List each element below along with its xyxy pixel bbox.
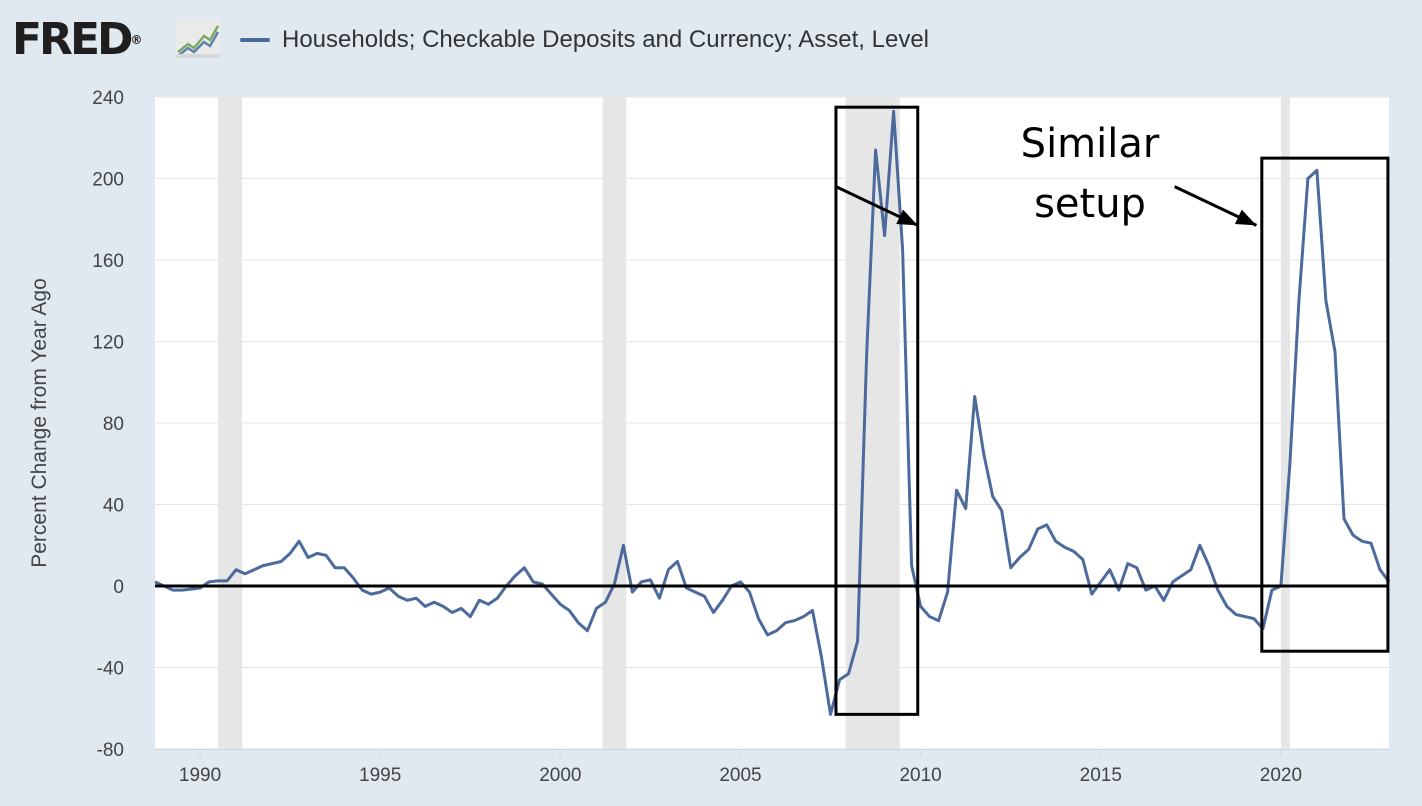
x-axis-ticks: 1990 1995 2000 2005 2010 2015 2020 — [179, 749, 1302, 786]
y-tick-label: 120 — [92, 333, 124, 354]
highlight-box-0 — [834, 105, 920, 716]
legend-swatch — [240, 38, 270, 42]
x-tick-label: 2015 — [1080, 765, 1122, 786]
fred-logo[interactable]: FRED® — [12, 12, 143, 68]
highlight-box-1 — [1260, 156, 1390, 653]
y-axis-ticks: 240 200 160 120 80 40 0 -40 -80 — [92, 88, 124, 761]
x-tick-label: 2000 — [539, 765, 581, 786]
legend-label: Households; Checkable Deposits and Curre… — [282, 26, 930, 53]
x-tick-label: 2005 — [719, 765, 761, 786]
series-layer — [154, 109, 1391, 716]
y-tick-label: -80 — [97, 740, 124, 761]
y-axis-label: Percent Change from Year Ago — [28, 278, 51, 568]
line-chart-icon — [176, 18, 220, 58]
registered-mark: ® — [130, 33, 143, 47]
y-tick-label: 240 — [92, 88, 124, 109]
legend[interactable]: Households; Checkable Deposits and Curre… — [240, 24, 929, 56]
arrow-head-1 — [1234, 209, 1257, 226]
annotation-text-line1: Similar — [1021, 121, 1160, 167]
x-tick-label: 1990 — [179, 765, 221, 786]
x-tick-label: 2010 — [899, 765, 941, 786]
x-tick-label: 1995 — [359, 765, 401, 786]
series-line-0 — [154, 109, 1391, 716]
header: FRED® Households; Checkable Deposits and… — [0, 0, 1422, 90]
y-tick-label: 200 — [92, 170, 124, 191]
fred-logo-text: FRED — [12, 14, 134, 65]
y-tick-label: 40 — [103, 496, 124, 517]
y-tick-label: 0 — [113, 577, 124, 598]
annotation-text-line2: setup — [1034, 181, 1146, 227]
grid-lines — [155, 96, 1389, 750]
x-tick-label: 2020 — [1260, 765, 1302, 786]
y-tick-label: -40 — [97, 659, 124, 680]
arrow-head-0 — [896, 209, 918, 226]
annotation-layer: Similar setup — [155, 105, 1390, 716]
y-tick-label: 160 — [92, 251, 124, 272]
y-tick-label: 80 — [103, 414, 124, 435]
